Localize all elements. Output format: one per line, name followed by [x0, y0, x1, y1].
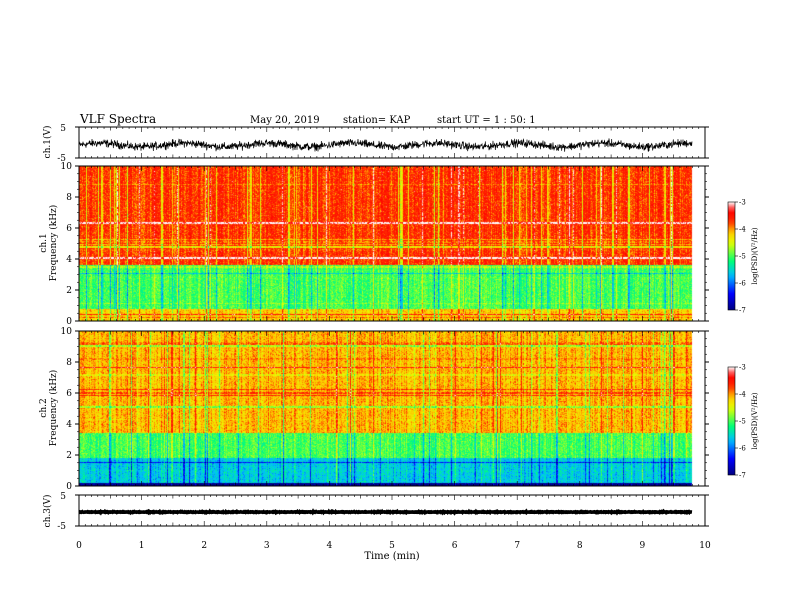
spec2-ytick-4: 4 — [66, 420, 72, 430]
colorbar-gradient — [727, 366, 736, 476]
ch1-spectrogram-canvas-holder — [79, 166, 705, 321]
spec2-ytick-6: 6 — [66, 389, 72, 399]
spec1-ytick-0: 0 — [66, 317, 72, 327]
colorbar-tick--3: -3 — [739, 364, 746, 372]
ch1-colorbar: -3 -4 -5 -6 -7 log(PSD)(V²/Hz) — [727, 199, 759, 315]
colorbar-tick--4: -4 — [739, 391, 746, 399]
ch2-spectrogram-ylabel-2: Frequency (kHz) — [48, 370, 59, 447]
ch3-waveform-panel: 5 -5 ch.3(V) 0 1 2 3 4 5 6 7 8 9 10 Time (min) — [42, 492, 711, 562]
time-tick-10: 10 — [699, 541, 711, 551]
time-tick-9: 9 — [640, 541, 646, 551]
time-axis-label: Time (min) — [364, 551, 419, 562]
time-tick-5: 5 — [389, 541, 395, 551]
ch1-spectrogram-panel: 0 2 4 6 8 10 ch.1 Frequency (kHz) -3 -4 -5 -6 -7 l… — [39, 162, 759, 327]
ch1-waveform-series — [75, 126, 709, 159]
colorbar-tick--5: -5 — [739, 418, 746, 426]
time-tick-2: 2 — [201, 541, 207, 551]
date-label: May 20, 2019 — [250, 115, 320, 126]
ch1-waveform-panel: 5 -5 ch.1(V) — [42, 124, 709, 164]
time-tick-4: 4 — [327, 541, 333, 551]
colorbar-tick--4: -4 — [739, 226, 746, 234]
ch3-ytick-top: 5 — [60, 492, 66, 502]
spec1-ytick-8: 8 — [66, 193, 72, 203]
start-time-label: start UT = 1 : 50: 1 — [437, 115, 536, 126]
colorbar-gradient — [727, 201, 736, 311]
spec1-ytick-2: 2 — [66, 286, 72, 296]
spec2-ytick-10: 10 — [61, 327, 73, 337]
spec1-ytick-10: 10 — [61, 162, 73, 172]
ch3-waveform-line — [78, 508, 693, 516]
ch2-spectrogram-canvas-holder — [79, 331, 705, 486]
colorbar-tick--5: -5 — [739, 253, 746, 261]
ch1-ytick-bottom: -5 — [57, 154, 66, 164]
time-tick-8: 8 — [577, 541, 583, 551]
x-minor-ticks — [78, 127, 706, 526]
colorbar-tick--6: -6 — [739, 280, 746, 288]
ch1-spectrogram-ylabel-2: Frequency (kHz) — [48, 205, 59, 282]
time-tick-1: 1 — [139, 541, 145, 551]
ch2-spectrogram-image — [79, 331, 705, 486]
ch1-waveform-ylabel: ch.1(V) — [42, 126, 53, 159]
ch1-ytick-top: 5 — [60, 124, 66, 134]
colorbar-tick--6: -6 — [739, 445, 746, 453]
spec1-ytick-6: 6 — [66, 224, 72, 234]
ch3-waveform-series — [75, 494, 709, 527]
spec2-ytick-2: 2 — [66, 451, 72, 461]
ch1-spectrogram-image — [79, 166, 705, 321]
time-tick-7: 7 — [514, 541, 520, 551]
colorbar-label: log(PSD)(V²/Hz) — [751, 392, 759, 449]
ch1-waveform-line — [78, 138, 693, 152]
colorbar-tick--3: -3 — [739, 199, 746, 207]
ch3-ytick-bottom: -5 — [57, 522, 66, 532]
time-tick-6: 6 — [452, 541, 458, 551]
time-tick-0: 0 — [76, 541, 82, 551]
colorbar-tick--7: -7 — [739, 472, 746, 480]
ch2-spectrogram-panel: 0 2 4 6 8 10 ch.2 Frequency (kHz) -3 -4 -5 -6 -7 l… — [39, 327, 759, 492]
ch3-waveform-ylabel: ch.3(V) — [42, 495, 53, 528]
spec2-ytick-8: 8 — [66, 358, 72, 368]
time-tick-3: 3 — [264, 541, 270, 551]
ch1-spectrogram-ylabel-1: ch.1 — [39, 233, 49, 252]
time-axis-ticks: 0 1 2 3 4 5 6 7 8 9 10 — [76, 541, 711, 551]
spec2-ytick-0: 0 — [66, 482, 72, 492]
station-label: station= KAP — [343, 115, 411, 126]
colorbar-tick--7: -7 — [739, 307, 746, 315]
colorbar-label: log(PSD)(V²/Hz) — [751, 227, 759, 284]
spec1-ytick-4: 4 — [66, 255, 72, 265]
ch2-colorbar: -3 -4 -5 -6 -7 log(PSD)(V²/Hz) — [727, 364, 759, 480]
figure-title: VLF Spectra — [79, 112, 156, 126]
ch2-spectrogram-ylabel-1: ch.2 — [39, 398, 49, 417]
